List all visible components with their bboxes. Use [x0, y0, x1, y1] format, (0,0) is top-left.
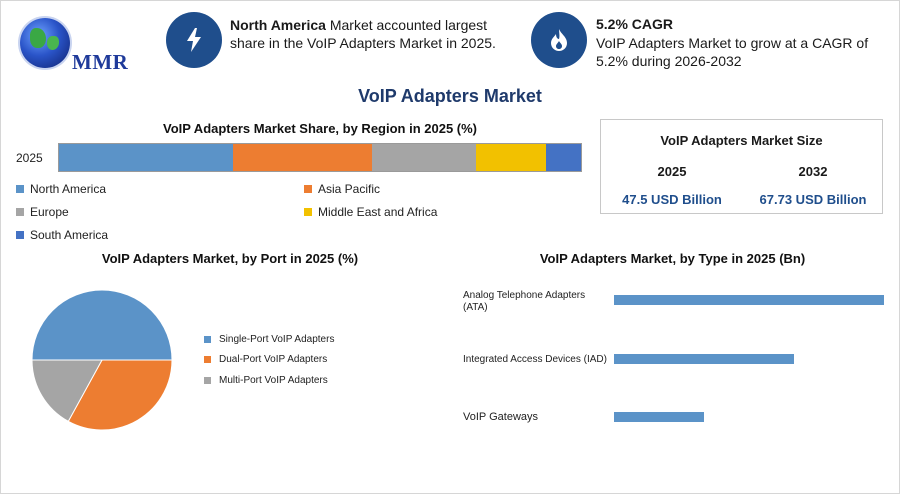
legend-south-america: South America: [16, 228, 108, 242]
fact-cagr: 5.2% CAGR VoIP Adapters Market to grow a…: [596, 16, 886, 70]
market-size-2025: 2025 47.5 USD Billion: [602, 164, 742, 207]
legend-label: Single-Port VoIP Adapters: [219, 334, 335, 345]
legend-single-port: Single-Port VoIP Adapters: [204, 334, 334, 345]
market-size-box: VoIP Adapters Market Size 2025 47.5 USD …: [600, 119, 883, 214]
region-bar-segment-north-america: [59, 144, 233, 171]
fact-region: North America: [230, 17, 326, 33]
legend-label: Dual-Port VoIP Adapters: [219, 354, 328, 365]
market-size-year: 2025: [657, 164, 687, 179]
legend-label: North America: [30, 182, 107, 196]
fact-north-america: North America Market accounted largest s…: [230, 16, 520, 52]
region-bar-segment-europe: [372, 144, 476, 171]
legend-swatch: [304, 208, 312, 216]
region-bar-category: 2025: [16, 151, 43, 165]
legend-label: Asia Pacific: [318, 182, 381, 196]
region-bar-segment-middle-east-and-africa: [475, 144, 546, 171]
type-label-ata: Analog Telephone Adapters (ATA): [463, 290, 586, 313]
legend-middle-east-africa: Middle East and Africa: [304, 205, 437, 219]
market-size-year: 2032: [798, 164, 828, 179]
market-size-2032: 2032 67.73 USD Billion: [743, 164, 883, 207]
type-bar-iad: [614, 354, 794, 364]
pie-slice-multi-port-voip-adapters: [31, 359, 103, 423]
port-pie-chart: [31, 289, 173, 431]
legend-europe: Europe: [16, 205, 69, 219]
legend-asia-pacific: Asia Pacific: [304, 182, 380, 196]
legend-label: South America: [30, 228, 109, 242]
lightning-bolt-icon: [166, 12, 222, 68]
globe-land-shape: [47, 36, 59, 50]
logo-text: MMR: [72, 50, 129, 74]
legend-swatch: [16, 185, 24, 193]
market-size-value: 47.5 USD Billion: [622, 192, 722, 207]
legend-label: Middle East and Africa: [318, 205, 438, 219]
legend-label: Multi-Port VoIP Adapters: [219, 375, 328, 386]
port-chart-title: VoIP Adapters Market, by Port in 2025 (%…: [101, 251, 359, 266]
flame-drop-icon: [531, 12, 587, 68]
globe-land-shape: [30, 28, 46, 48]
type-label-gateways: VoIP Gateways: [463, 411, 539, 423]
legend-swatch: [304, 185, 312, 193]
type-bar-ata: [614, 295, 884, 305]
type-chart-title: VoIP Adapters Market, by Type in 2025 (B…: [539, 251, 806, 266]
legend-swatch: [204, 336, 211, 343]
legend-swatch: [16, 208, 24, 216]
fact-text: Market accounted largest share in the Vo…: [230, 17, 496, 51]
legend-swatch: [16, 231, 24, 239]
market-size-value: 67.73 USD Billion: [759, 192, 867, 207]
region-bar-segment-south-america: [545, 144, 581, 171]
type-label-iad: Integrated Access Devices (IAD): [463, 354, 607, 365]
page-title: VoIP Adapters Market: [358, 86, 542, 106]
cagr-title: 5.2% CAGR: [596, 16, 674, 32]
region-stacked-bar: [58, 143, 582, 172]
legend-north-america: North America: [16, 182, 106, 196]
type-bar-gateways: [614, 412, 704, 422]
mmr-logo: MMR: [14, 14, 139, 78]
legend-swatch: [204, 356, 211, 363]
region-chart-title: VoIP Adapters Market Share, by Region in…: [162, 121, 478, 136]
market-size-title: VoIP Adapters Market Size: [660, 133, 823, 148]
pie-slice-single-port-voip-adapters: [31, 289, 173, 361]
legend-label: Europe: [30, 205, 69, 219]
legend-dual-port: Dual-Port VoIP Adapters: [204, 354, 327, 365]
region-bar-segment-asia-pacific: [232, 144, 373, 171]
pie-slice-dual-port-voip-adapters: [67, 359, 173, 431]
cagr-text: VoIP Adapters Market to grow at a CAGR o…: [596, 35, 869, 69]
legend-swatch: [204, 377, 211, 384]
legend-multi-port: Multi-Port VoIP Adapters: [204, 375, 328, 386]
